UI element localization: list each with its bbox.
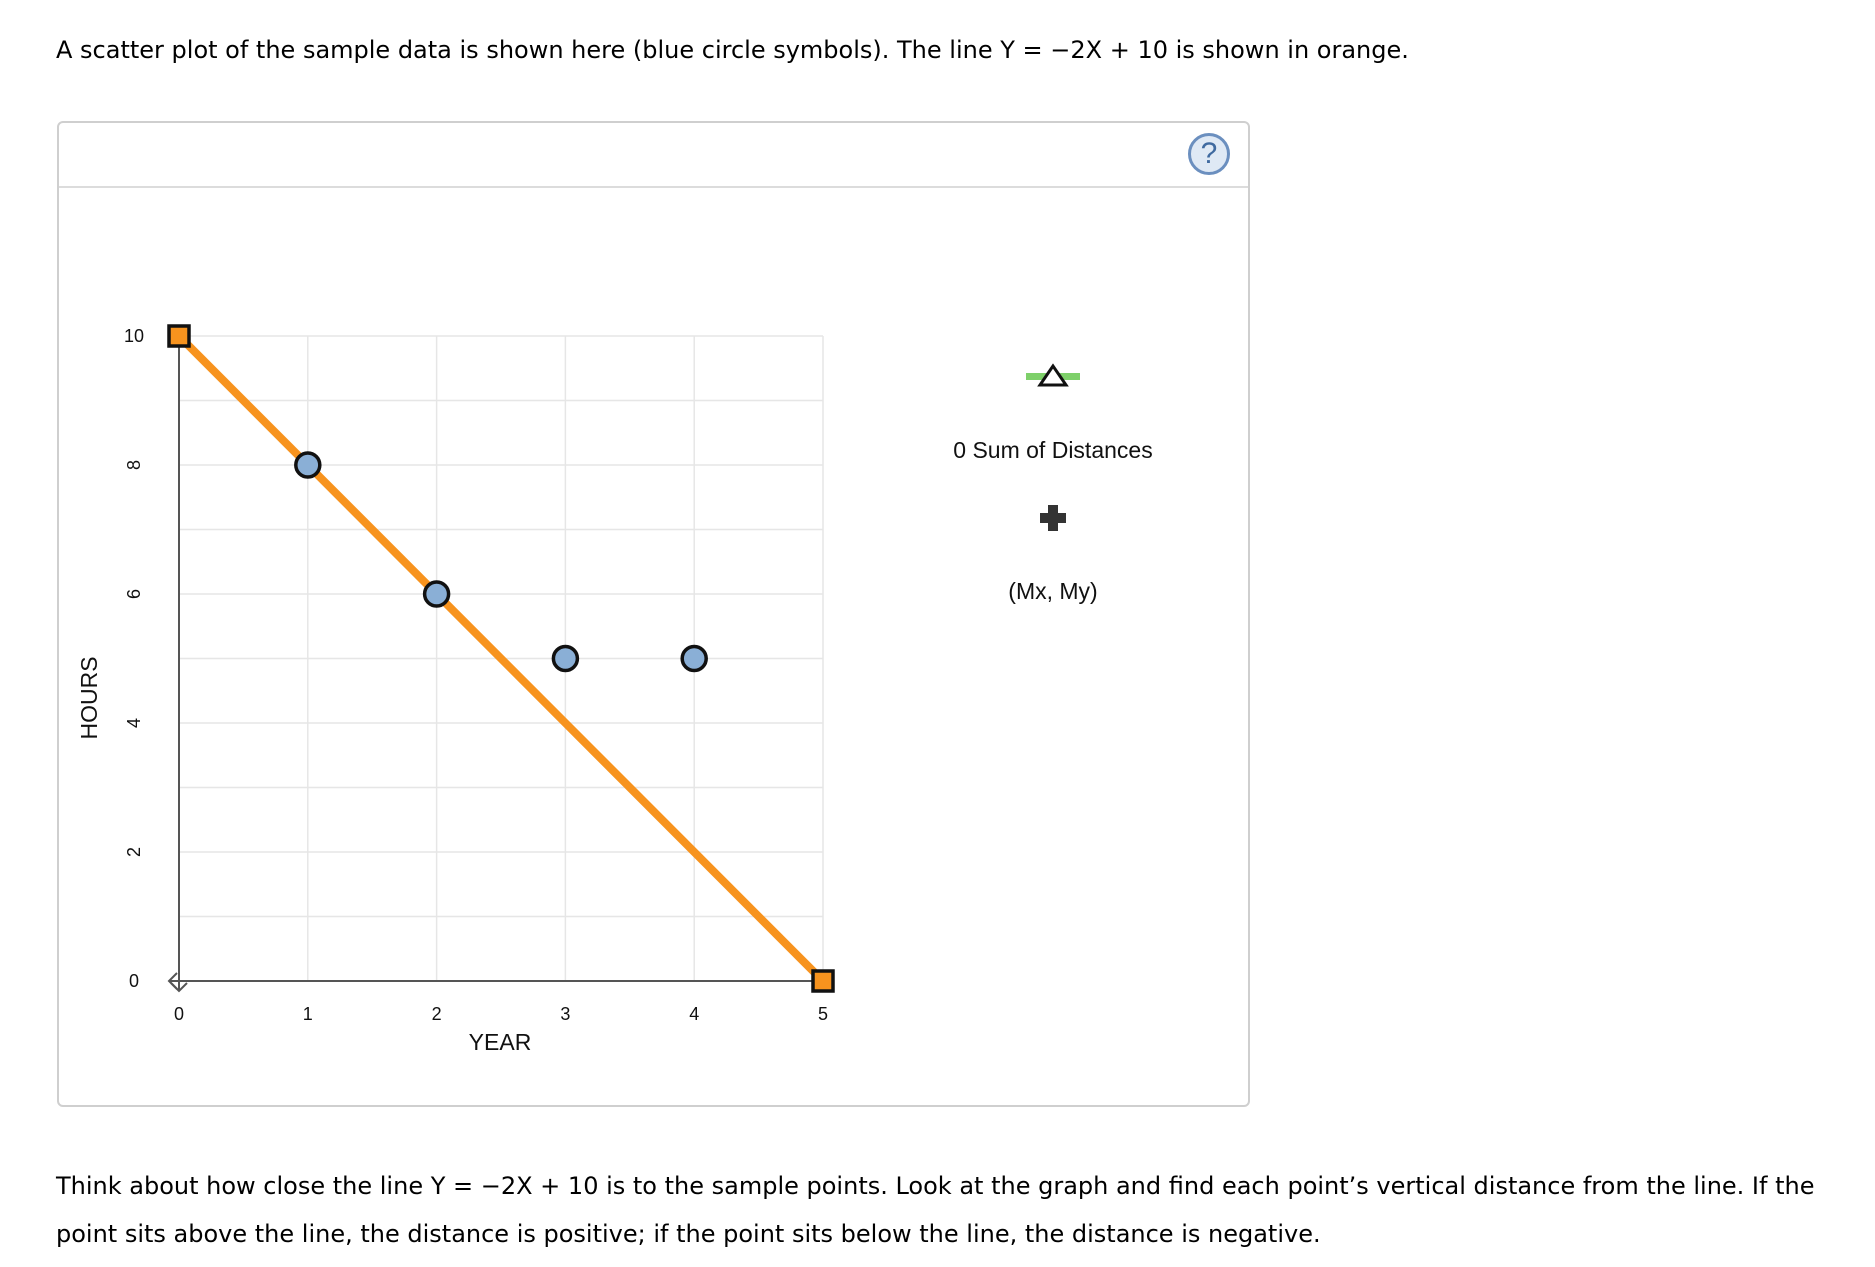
triangle-marker-icon[interactable] — [1037, 363, 1069, 387]
y-tick-label: 0 — [129, 971, 139, 991]
data-point — [680, 644, 708, 673]
help-button[interactable]: ? — [1188, 133, 1230, 175]
y-tick-label: 6 — [124, 589, 144, 599]
fitted-line — [176, 333, 826, 984]
line-handle[interactable] — [167, 324, 191, 348]
plus-marker-icon[interactable] — [1040, 505, 1066, 531]
y-tick-label: 4 — [124, 718, 144, 728]
y-tick-label: 2 — [124, 847, 144, 857]
x-tick-label: 2 — [432, 1004, 442, 1024]
axes — [167, 324, 835, 993]
data-point — [294, 451, 322, 479]
intro-text: A scatter plot of the sample data is sho… — [56, 36, 1409, 64]
panel-header — [59, 123, 1248, 188]
x-tick-label: 3 — [560, 1004, 570, 1024]
data-points — [294, 451, 708, 673]
y-tick-label: 8 — [124, 460, 144, 470]
data-point — [422, 580, 451, 608]
graph-panel: ? — [57, 121, 1250, 1107]
tick-labels: 0 1 2 3 4 5 0 2 4 6 8 10 — [124, 326, 828, 1024]
mean-point-label: (Mx, My) — [1008, 578, 1097, 604]
grid — [179, 335, 824, 981]
x-tick-label: 1 — [303, 1004, 313, 1024]
sum-of-distances-label: 0 Sum of Distances — [953, 437, 1152, 463]
line-handles — [167, 324, 835, 993]
x-axis-arrow-left — [167, 972, 178, 990]
x-axis-title: YEAR — [469, 1029, 532, 1055]
footer-text: Think about how close the line Y = −2X +… — [56, 1172, 1815, 1248]
y-tick-label: 10 — [124, 326, 144, 346]
y-axis-title: HOURS — [76, 656, 102, 739]
x-tick-label: 4 — [689, 1004, 699, 1024]
x-tick-label: 0 — [174, 1004, 184, 1024]
x-tick-label: 5 — [818, 1004, 828, 1024]
line-handle[interactable] — [811, 969, 835, 993]
data-point — [551, 644, 580, 673]
legend: 0 Sum of Distances (Mx, My) — [953, 363, 1153, 604]
fitted-line-group — [176, 333, 826, 984]
